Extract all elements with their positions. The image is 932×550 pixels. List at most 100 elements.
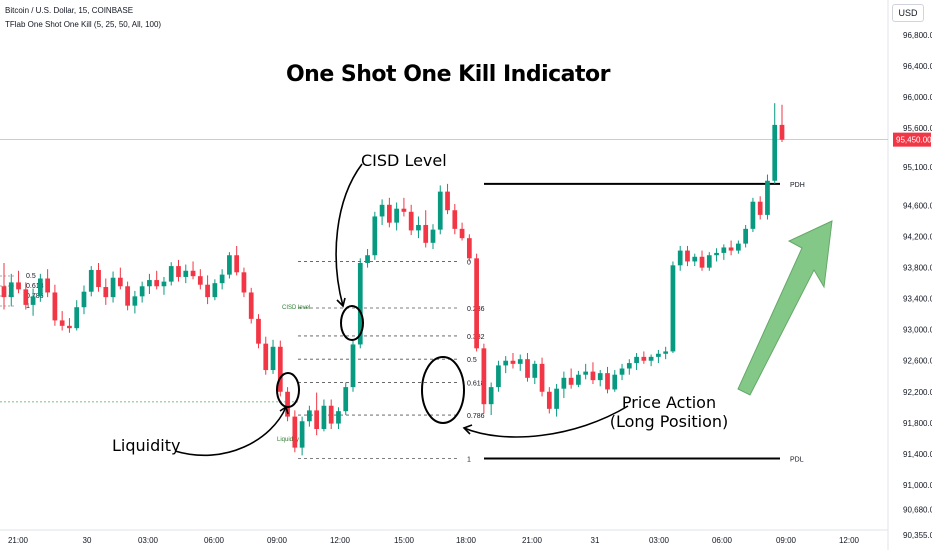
candle-body [176,266,181,277]
liquidity-annotation: Liquidity [112,436,181,455]
candle-body [663,351,669,354]
fib-level-label: 1 [467,456,471,463]
candle-body [103,287,109,298]
candle-body [466,238,472,259]
candle-body [641,356,647,361]
candle-body [365,255,370,263]
candle-body [765,180,770,215]
candle-body [772,124,778,181]
candle-body [408,211,414,231]
candle-body [779,124,785,140]
candle-body [219,274,225,284]
candle-body [277,346,283,392]
candle-body [481,348,487,405]
price-tick-label: 96,800.00 [903,31,932,40]
candle-body [583,371,589,375]
price-tick-label: 94,200.00 [903,233,932,242]
candle-body [88,269,94,292]
candle-body [459,228,465,239]
current-price-label: 95,450.00 [896,136,932,145]
time-tick-label: 30 [83,536,92,545]
candle-body [416,224,421,231]
price-tick-label: 93,000.00 [903,326,932,335]
currency-selector[interactable]: USD [892,4,924,22]
candle-body [23,289,29,305]
candle-body [307,410,312,422]
cisd-level-annotation: CISD Level [361,151,447,170]
candle-body [190,270,196,277]
candle-body [634,356,639,364]
candle-body [16,282,21,290]
liquidity-circle [276,372,300,408]
candle-body [227,255,232,275]
candle-body [677,250,683,266]
candle-body [132,296,138,306]
price-tick-label: 91,800.00 [903,419,932,428]
bullish-arrow [737,220,833,396]
candle-body [714,252,719,256]
time-tick-label: 15:00 [394,536,415,545]
candle-body [590,371,596,381]
candle-body [517,359,523,364]
candle-body [328,405,334,424]
candle-body [510,360,516,364]
candle-body [263,343,269,371]
candle-body [525,359,530,378]
candle-body [568,377,574,385]
price-tick-label: 93,400.00 [903,295,932,304]
candle-body [1,286,7,298]
cisd-small-label: CISD level [282,305,310,311]
fib-level-label: 0 [467,259,471,266]
price-tick-label: 95,600.00 [903,124,932,133]
current-price-tag [893,132,931,147]
candle-body [488,387,494,405]
price-action-annotation: Price Action (Long Position) [606,393,732,431]
liquidity-small-label: Liquidity [277,437,299,443]
price-action-arrow-head [462,424,473,435]
candle-body [81,291,87,308]
candle-body [74,307,80,329]
price-tick-label: 91,400.00 [903,450,932,459]
candle-body [52,292,58,321]
candle-body [387,204,392,223]
candle-body [474,258,479,349]
candle-body [161,281,167,287]
candle-body [430,229,436,243]
candle-body [212,283,218,298]
time-tick-label: 06:00 [204,536,225,545]
candle-body [110,277,116,298]
candle-body [503,360,509,366]
candle-body [692,256,698,262]
candle-body [183,270,189,277]
time-tick-label: 06:00 [712,536,733,545]
fib-level-label: 0.618 [467,380,485,387]
price-action-line-1: Price Action [621,393,717,412]
candle-body [394,208,399,223]
candle-body [532,363,538,378]
candle-body [336,411,341,424]
left-fib-label: 0.618 [26,283,44,290]
candle-body [554,388,559,409]
price-tick-label: 92,600.00 [903,357,932,366]
price-action-line-2: (Long Position) [609,412,729,431]
candle-body [139,286,145,297]
cisd-circle [340,305,364,341]
candle-body [401,208,407,212]
candle-body [30,296,36,305]
candle-body [59,320,65,326]
candle-body [648,356,654,361]
candle-body [37,278,43,297]
candle-body [576,374,581,385]
cisd-arrow-head [336,297,346,308]
candle-body [357,262,363,345]
candle-body [423,224,429,243]
candle-body [372,216,378,256]
pdh-label: PDH [790,182,805,189]
time-tick-label: 12:00 [330,536,351,545]
price-tick-label: 96,400.00 [903,62,932,71]
symbol-title: Bitcoin / U.S. Dollar, 15, COINBASE [5,6,134,15]
candle-body [379,204,385,217]
candle-body [96,269,101,288]
candle-body [656,353,661,357]
